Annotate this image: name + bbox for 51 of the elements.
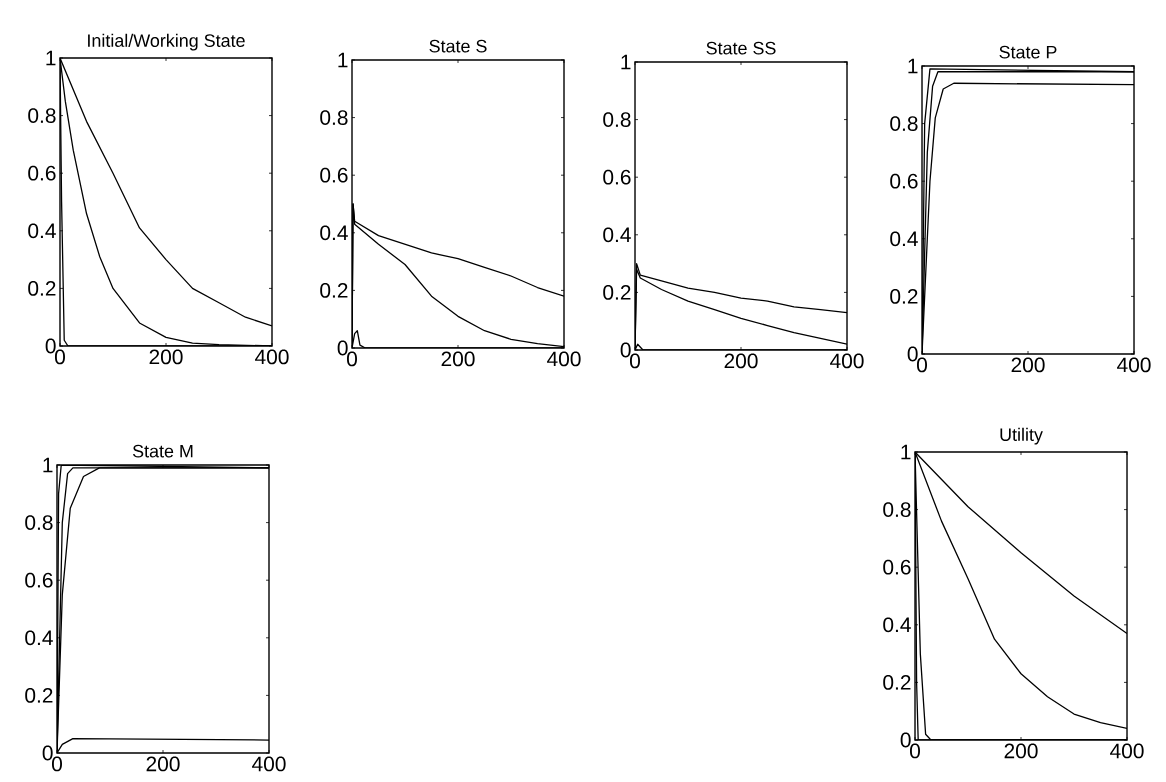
y-tick-label: 1: [46, 50, 56, 66]
y-tick-label: 1: [43, 457, 53, 473]
y-tick-label: 1: [621, 54, 631, 70]
y-tick-label: 0.6: [603, 169, 631, 185]
y-tick-label: 0.6: [890, 173, 918, 189]
y-tick-label: 0.4: [28, 223, 56, 239]
y-tick-label: 0.4: [603, 227, 631, 243]
chart-title: Initial/Working State: [88, 33, 245, 51]
y-tick-label: 0.2: [890, 288, 918, 304]
x-tick-label: 200: [441, 351, 475, 367]
y-tick-label: 1: [908, 58, 918, 74]
y-tick-label: 0.6: [28, 165, 56, 181]
y-tick-label: 1: [901, 444, 911, 460]
x-tick-label: 400: [255, 349, 289, 365]
x-tick-label: 200: [1011, 357, 1045, 373]
chart-title: Utility: [1000, 427, 1043, 445]
x-tick-label: 0: [917, 357, 928, 373]
y-tick-label: 0.8: [883, 502, 911, 517]
chart-title: State S: [429, 39, 487, 53]
y-tick-label: 0.8: [890, 116, 918, 131]
x-tick-label: 200: [1004, 743, 1038, 759]
y-tick-label: 0.4: [320, 225, 348, 241]
y-tick-label: 0.2: [25, 687, 53, 703]
chart-title: State SS: [706, 41, 776, 55]
chart-title: State M: [132, 444, 193, 458]
x-tick-label: 400: [830, 353, 864, 369]
y-tick-label: 0.8: [603, 112, 631, 127]
y-tick-label: 0.6: [883, 559, 911, 575]
y-tick-label: 0.4: [883, 617, 911, 633]
chart-title: State P: [999, 45, 1057, 59]
x-tick-label: 200: [146, 756, 180, 772]
y-tick-label: 0.8: [25, 515, 53, 530]
x-tick-label: 400: [1117, 357, 1151, 373]
y-tick-label: 0: [900, 732, 911, 748]
y-tick-label: 0.6: [25, 572, 53, 588]
y-tick-label: 0.8: [320, 110, 348, 125]
y-tick-label: 0.2: [28, 280, 56, 296]
y-tick-label: 0.2: [603, 284, 631, 300]
x-tick-label: 400: [252, 756, 286, 772]
y-tick-label: 0: [45, 338, 56, 354]
x-tick-label: 400: [547, 351, 581, 367]
x-tick-label: 200: [149, 349, 183, 365]
y-tick-label: 0.4: [890, 231, 918, 247]
x-tick-label: 400: [1110, 743, 1144, 759]
x-tick-label: 200: [724, 353, 758, 369]
y-tick-label: 0.2: [320, 282, 348, 298]
y-tick-label: 0.2: [883, 674, 911, 690]
y-tick-label: 0.8: [28, 108, 56, 123]
y-tick-label: 0.4: [25, 630, 53, 646]
y-tick-label: 1: [338, 52, 348, 68]
y-tick-label: 0.6: [320, 167, 348, 183]
